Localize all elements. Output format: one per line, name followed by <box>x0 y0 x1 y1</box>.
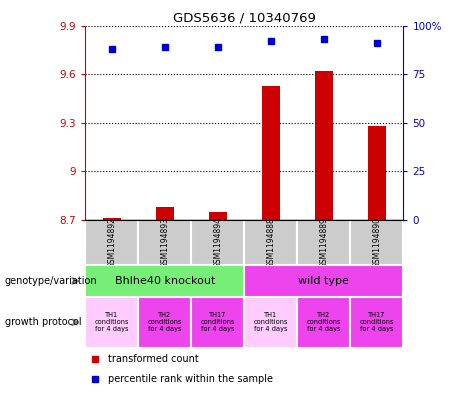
Text: TH1
conditions
for 4 days: TH1 conditions for 4 days <box>254 312 288 332</box>
Bar <box>297 297 350 348</box>
Text: GSM1194890: GSM1194890 <box>372 217 381 268</box>
Title: GDS5636 / 10340769: GDS5636 / 10340769 <box>173 11 316 24</box>
Bar <box>208 212 227 220</box>
Bar <box>191 297 244 348</box>
Text: TH1
conditions
for 4 days: TH1 conditions for 4 days <box>95 312 129 332</box>
Text: TH2
conditions
for 4 days: TH2 conditions for 4 days <box>307 312 341 332</box>
Text: wild type: wild type <box>298 276 349 286</box>
Text: percentile rank within the sample: percentile rank within the sample <box>107 374 272 384</box>
Bar <box>297 220 350 265</box>
Bar <box>261 86 280 220</box>
Bar <box>350 220 403 265</box>
Bar <box>367 126 386 220</box>
Bar <box>350 297 403 348</box>
Bar <box>314 71 333 220</box>
Text: GSM1194892: GSM1194892 <box>107 217 116 268</box>
Text: TH2
conditions
for 4 days: TH2 conditions for 4 days <box>148 312 182 332</box>
Bar <box>191 220 244 265</box>
Bar <box>244 220 297 265</box>
Text: TH17
conditions
for 4 days: TH17 conditions for 4 days <box>360 312 394 332</box>
Bar <box>85 297 138 348</box>
Bar <box>244 265 403 297</box>
Text: growth protocol: growth protocol <box>5 317 81 327</box>
Text: Bhlhe40 knockout: Bhlhe40 knockout <box>115 276 215 286</box>
Bar <box>85 265 244 297</box>
Text: TH17
conditions
for 4 days: TH17 conditions for 4 days <box>201 312 235 332</box>
Text: GSM1194893: GSM1194893 <box>160 217 169 268</box>
Text: genotype/variation: genotype/variation <box>5 276 97 286</box>
Bar <box>85 220 138 265</box>
Bar <box>155 207 174 220</box>
Text: GSM1194889: GSM1194889 <box>319 217 328 268</box>
Bar <box>138 297 191 348</box>
Text: GSM1194894: GSM1194894 <box>213 217 222 268</box>
Bar <box>138 220 191 265</box>
Bar <box>102 219 121 220</box>
Bar <box>244 297 297 348</box>
Text: transformed count: transformed count <box>107 354 198 364</box>
Text: GSM1194888: GSM1194888 <box>266 217 275 268</box>
